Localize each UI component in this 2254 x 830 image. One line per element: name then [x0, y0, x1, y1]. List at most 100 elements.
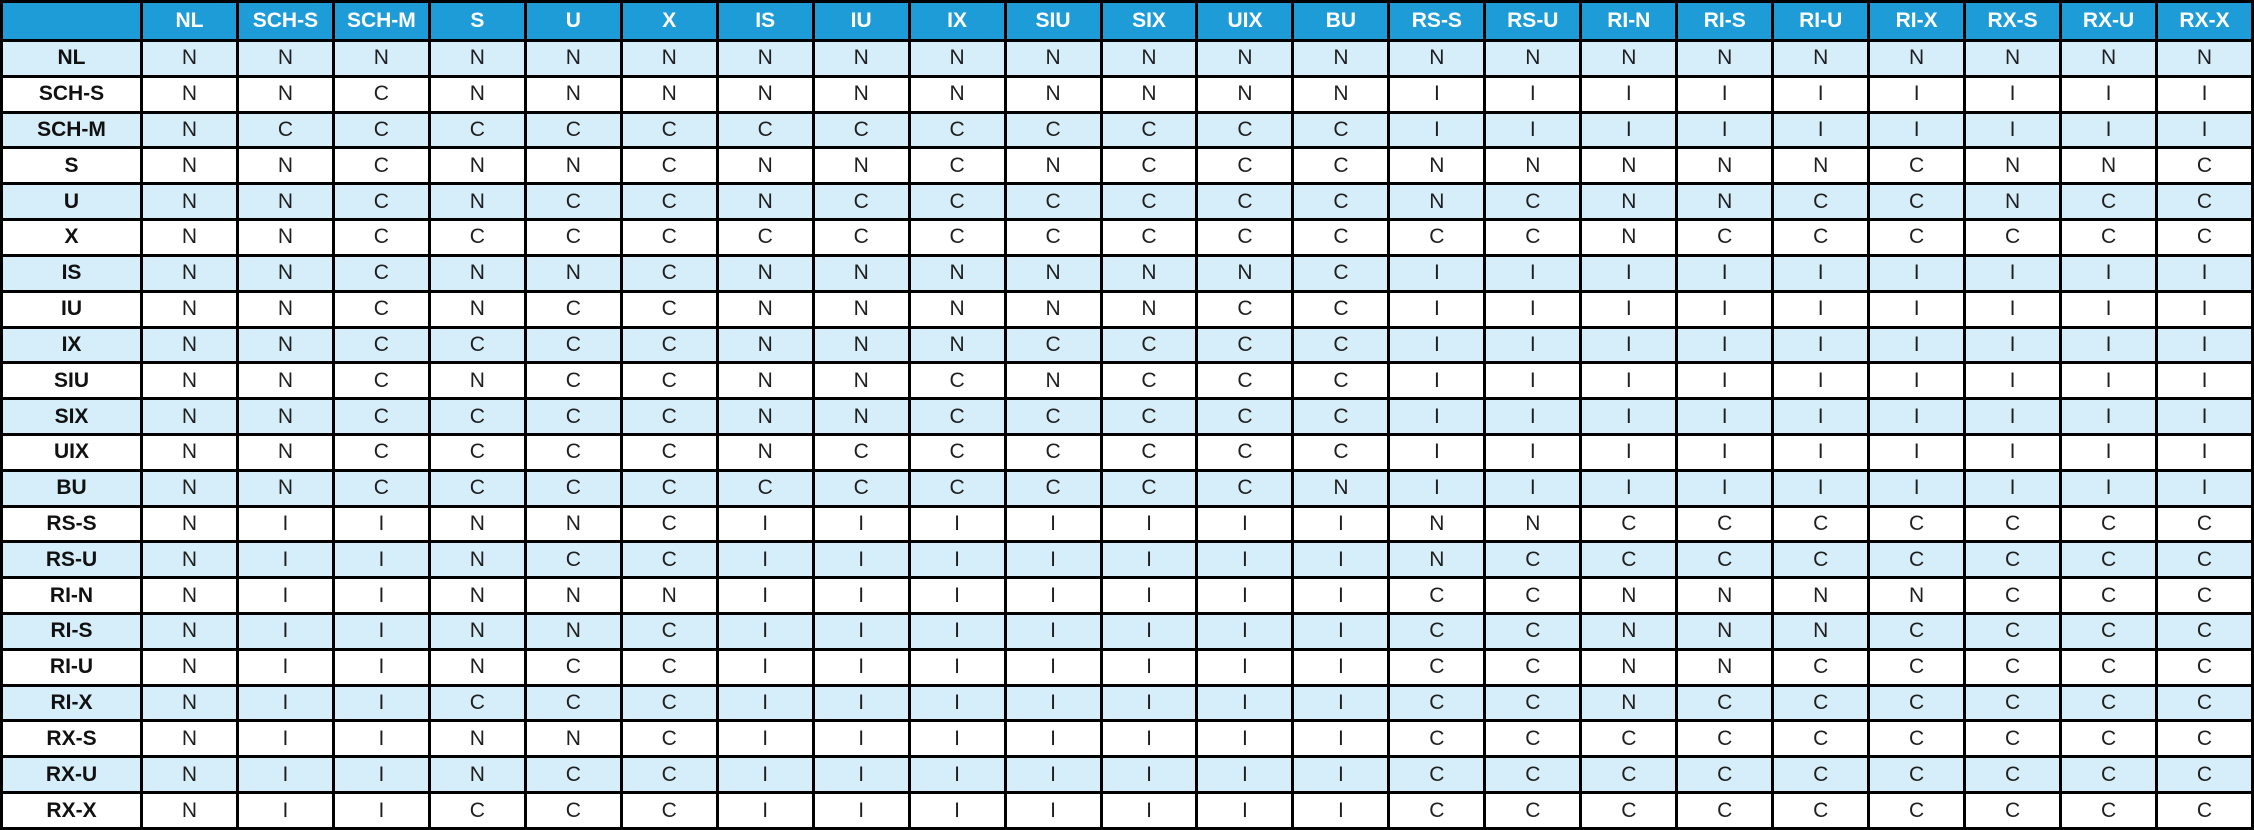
matrix-row-uix: UIX N N C C C C N C C C C C C I I I I I I I I I: [0, 432, 2254, 472]
row-label-sch-m: SCH-M: [0, 110, 143, 150]
cell-ix-sch-s: N: [235, 325, 335, 365]
cell-rx-s-rs-u: C: [1483, 719, 1583, 759]
cell-sch-m-s: C: [427, 110, 527, 150]
cell-s-ri-s: N: [1675, 146, 1775, 186]
cell-ri-x-rx-s: C: [1963, 683, 2063, 723]
cell-sch-m-is: C: [715, 110, 815, 150]
cell-siu-bu: C: [1291, 361, 1391, 401]
cell-siu-rs-s: I: [1387, 361, 1487, 401]
cell-nl-bu: N: [1291, 39, 1391, 78]
cell-ri-s-sch-m: I: [331, 612, 431, 651]
cell-ri-u-uix: I: [1195, 647, 1295, 687]
row-label-nl: NL: [0, 39, 143, 78]
cell-ri-x-u: C: [523, 683, 623, 723]
cell-sch-s-sch-s: N: [235, 74, 335, 114]
cell-s-rs-u: N: [1483, 146, 1583, 186]
cell-bu-rx-x: I: [2155, 468, 2254, 508]
row-label-ri-u: RI-U: [0, 647, 143, 687]
cell-rx-x-sch-m: I: [331, 791, 431, 830]
cell-ri-n-nl: N: [140, 576, 239, 615]
cell-u-nl: N: [140, 182, 239, 222]
cell-rx-u-rx-u: C: [2059, 755, 2159, 795]
matrix-row-rs-u: RS-U N I I N C C I I I I I I I N C C C C C C C C: [0, 540, 2254, 580]
cell-rs-s-siu: I: [1003, 504, 1103, 544]
cell-s-nl: N: [140, 146, 239, 186]
cell-ri-s-nl: N: [140, 612, 239, 651]
cell-ri-x-s: C: [427, 683, 527, 723]
cell-siu-ri-x: I: [1867, 361, 1967, 401]
cell-rx-u-is: I: [715, 755, 815, 795]
cell-rs-s-is: I: [715, 504, 815, 544]
cell-six-rx-x: I: [2155, 397, 2254, 436]
cell-rx-s-s: N: [427, 719, 527, 759]
cell-rs-s-ri-n: C: [1579, 504, 1679, 544]
cell-rs-s-ri-x: C: [1867, 504, 1967, 544]
column-header-sch-m: SCH-M: [331, 0, 431, 42]
cell-siu-sch-s: N: [235, 361, 335, 401]
matrix-row-ri-s: RI-S N I I N N C I I I I I I I C C N N N C C C C: [0, 612, 2254, 651]
cell-sch-m-rx-u: I: [2059, 110, 2159, 150]
cell-siu-nl: N: [140, 361, 239, 401]
cell-nl-sch-m: N: [331, 39, 431, 78]
cell-rx-u-sch-m: I: [331, 755, 431, 795]
cell-x-ri-n: N: [1579, 218, 1679, 257]
matrix-header-row: NL SCH-S SCH-M S U X IS IU IX SIU SIX UIX BU RS-S RS-U…: [0, 0, 2254, 42]
cell-ri-n-siu: I: [1003, 576, 1103, 615]
cell-rs-u-rx-s: C: [1963, 540, 2063, 580]
cell-rx-s-x: C: [619, 719, 719, 759]
cell-bu-ix: C: [907, 468, 1007, 508]
cell-ix-u: C: [523, 325, 623, 365]
cell-ix-rx-x: I: [2155, 325, 2254, 365]
cell-rx-s-rx-x: C: [2155, 719, 2254, 759]
cell-rx-s-iu: I: [811, 719, 911, 759]
cell-rx-x-s: C: [427, 791, 527, 830]
cell-x-is: C: [715, 218, 815, 257]
cell-nl-ri-u: N: [1771, 39, 1871, 78]
cell-x-rx-s: C: [1963, 218, 2063, 257]
cell-ri-s-ri-u: N: [1771, 612, 1871, 651]
cell-s-siu: N: [1003, 146, 1103, 186]
cell-uix-iu: C: [811, 432, 911, 472]
cell-iu-rs-s: I: [1387, 289, 1487, 329]
cell-nl-nl: N: [140, 39, 239, 78]
cell-ri-s-six: I: [1099, 612, 1199, 651]
cell-s-ri-u: N: [1771, 146, 1871, 186]
column-header-bu: BU: [1291, 0, 1391, 42]
cell-rs-s-nl: N: [140, 504, 239, 544]
row-label-siu: SIU: [0, 361, 143, 401]
cell-ri-u-is: I: [715, 647, 815, 687]
cell-rx-s-ri-s: C: [1675, 719, 1775, 759]
cell-sch-m-ix: C: [907, 110, 1007, 150]
cell-rx-u-sch-s: I: [235, 755, 335, 795]
matrix-body: NL N N N N N N N N N N N N N N N N N N N N N N SCH-S N N C N N N N N N N N…: [0, 39, 2254, 830]
cell-sch-s-ri-s: I: [1675, 74, 1775, 114]
cell-rs-s-sch-s: I: [235, 504, 335, 544]
cell-rx-s-siu: I: [1003, 719, 1103, 759]
cell-rx-u-ri-n: C: [1579, 755, 1679, 795]
cell-sch-s-u: N: [523, 74, 623, 114]
cell-ri-u-rx-s: C: [1963, 647, 2063, 687]
cell-rs-u-ri-s: C: [1675, 540, 1775, 580]
column-header-rs-s: RS-S: [1387, 0, 1487, 42]
cell-siu-u: C: [523, 361, 623, 401]
cell-is-sch-s: N: [235, 253, 335, 293]
cell-ri-n-rs-u: C: [1483, 576, 1583, 615]
cell-rs-s-rx-u: C: [2059, 504, 2159, 544]
cell-ix-x: C: [619, 325, 719, 365]
matrix-row-six: SIX N N C C C C N N C C C C C I I I I I I I I I: [0, 397, 2254, 436]
cell-s-sch-m: C: [331, 146, 431, 186]
cell-bu-is: C: [715, 468, 815, 508]
column-header-uix: UIX: [1195, 0, 1295, 42]
cell-ri-x-uix: I: [1195, 683, 1295, 723]
cell-rx-s-sch-s: I: [235, 719, 335, 759]
cell-u-ri-s: N: [1675, 182, 1775, 222]
cell-ix-ri-u: I: [1771, 325, 1871, 365]
cell-nl-rx-x: N: [2155, 39, 2254, 78]
cell-rx-x-ri-n: C: [1579, 791, 1679, 830]
cell-sch-m-siu: C: [1003, 110, 1103, 150]
cell-x-u: C: [523, 218, 623, 257]
cell-x-iu: C: [811, 218, 911, 257]
cell-six-s: C: [427, 397, 527, 436]
cell-rx-u-bu: I: [1291, 755, 1391, 795]
cell-s-uix: C: [1195, 146, 1295, 186]
